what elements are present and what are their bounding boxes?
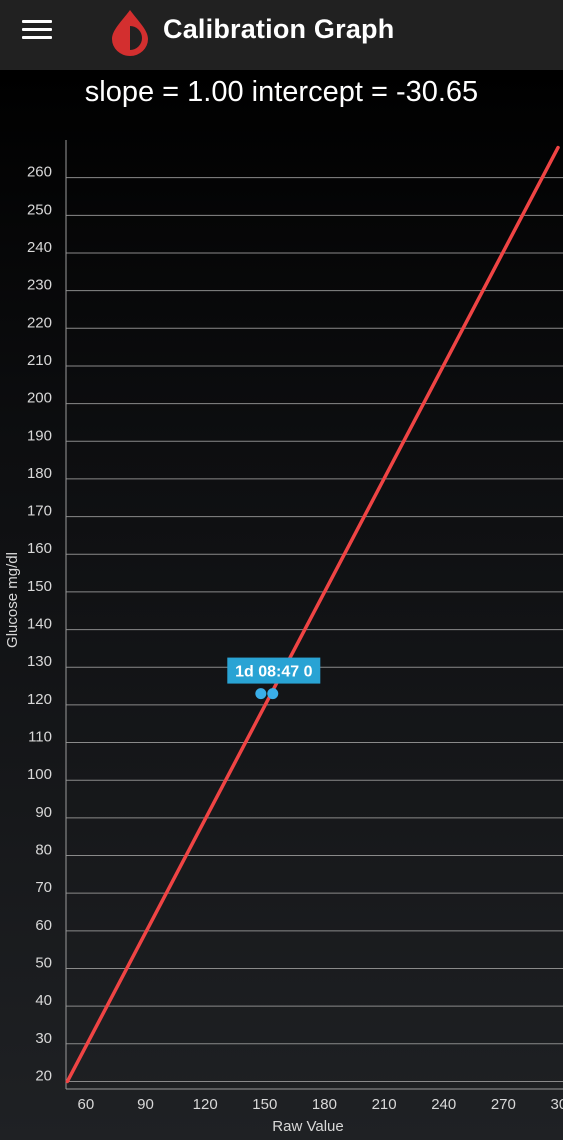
y-tick-label: 90 (35, 804, 52, 821)
y-tick-label: 220 (27, 314, 52, 331)
calibration-point[interactable] (267, 688, 279, 700)
y-tick-label: 230 (27, 277, 52, 294)
x-tick-label: 90 (137, 1096, 154, 1113)
y-axis-title: Glucose mg/dl (4, 552, 21, 648)
y-tick-label: 210 (27, 352, 52, 369)
x-tick-label: 240 (431, 1096, 456, 1113)
x-tick-label: 150 (252, 1096, 277, 1113)
chart-title: slope = 1.00 intercept = -30.65 (84, 76, 479, 108)
point-label-box (227, 657, 321, 684)
y-tick-label: 80 (35, 842, 52, 859)
chart-area: slope = 1.00 intercept = -30.65 20 30 40 50… (0, 70, 563, 1140)
y-tick-label: 240 (27, 239, 52, 256)
y-tick-label: 190 (27, 427, 52, 444)
x-tick-label: 210 (372, 1096, 397, 1113)
calibration-point[interactable] (255, 688, 267, 700)
y-tick-label: 30 (35, 1030, 52, 1047)
y-tick-label: 40 (35, 992, 52, 1009)
x-tick-label: 270 (491, 1096, 516, 1113)
y-tick-label: 60 (35, 917, 52, 934)
blood-drop-icon (112, 10, 148, 56)
page-title: Calibration Graph (163, 14, 395, 44)
y-tick-label: 160 (27, 540, 52, 557)
calibration-chart[interactable]: 20 30 40 50 60 70 80 90 100 110 120 130 140 150 160 170… (0, 70, 563, 1140)
point-label-text: 1d 08:47 0 (235, 664, 312, 681)
y-tick-label: 150 (27, 578, 52, 595)
y-tick-label: 100 (27, 766, 52, 783)
y-tick-label: 120 (27, 691, 52, 708)
y-tick-label: 170 (27, 503, 52, 520)
y-tick-label: 200 (27, 390, 52, 407)
y-tick-label: 260 (27, 164, 52, 181)
y-tick-label: 20 (35, 1067, 52, 1084)
y-tick-label: 70 (35, 879, 52, 896)
hamburger-menu-icon[interactable] (22, 20, 52, 46)
y-tick-label: 130 (27, 653, 52, 670)
x-tick-label: 60 (78, 1096, 95, 1113)
x-axis-title: Raw Value (272, 1118, 343, 1135)
x-tick-label: 300 (550, 1096, 563, 1113)
y-tick-label: 180 (27, 465, 52, 482)
app-bar: Calibration Graph (0, 0, 563, 70)
y-tick-label: 110 (28, 729, 52, 746)
y-tick-label: 250 (27, 201, 52, 218)
y-tick-label: 140 (27, 616, 52, 633)
calibration-line (65, 145, 560, 1084)
x-tick-label: 180 (312, 1096, 337, 1113)
x-tick-label: 120 (193, 1096, 218, 1113)
y-tick-label: 50 (35, 954, 52, 971)
